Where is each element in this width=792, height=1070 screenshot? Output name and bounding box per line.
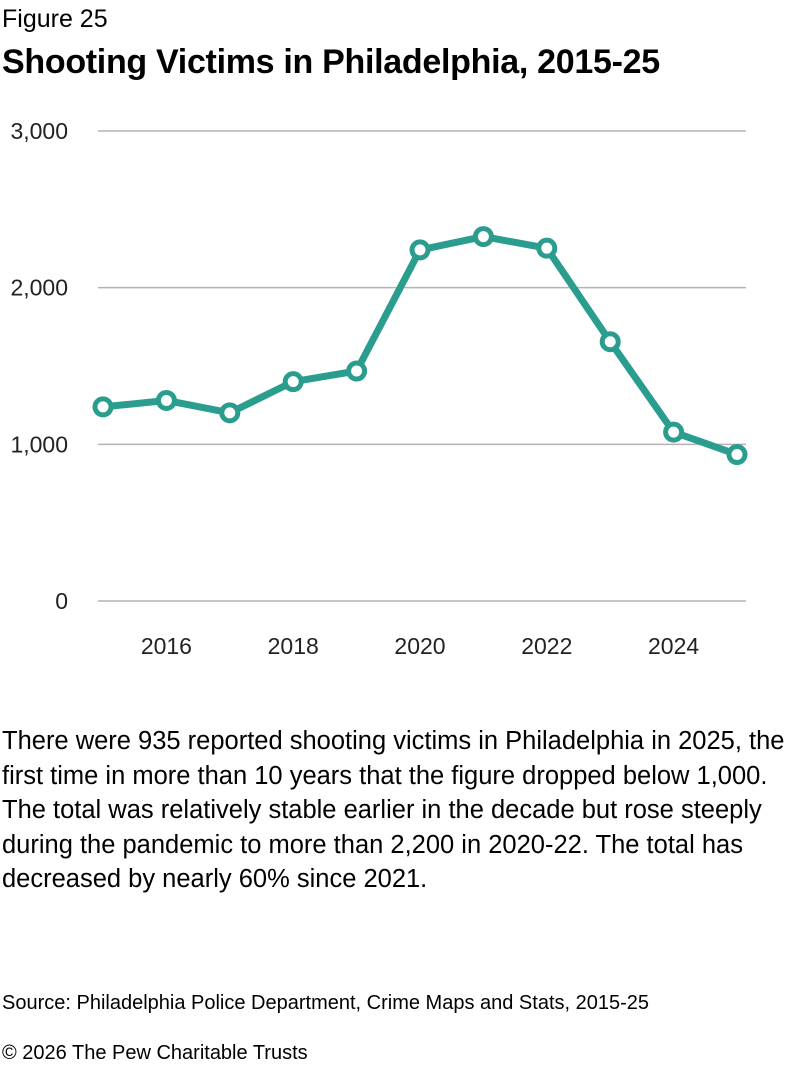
x-tick-label-2022: 2022 bbox=[521, 633, 572, 659]
data-point-2024 bbox=[663, 421, 685, 443]
figure-label: Figure 25 bbox=[2, 5, 108, 33]
x-tick-label-2024: 2024 bbox=[648, 633, 699, 659]
data-point-2023 bbox=[599, 331, 621, 353]
data-point-2025 bbox=[726, 444, 748, 466]
x-tick-label-2020: 2020 bbox=[394, 633, 445, 659]
copyright-notice: © 2026 The Pew Charitable Trusts bbox=[2, 1042, 308, 1064]
series-line-layer bbox=[99, 233, 741, 459]
series-line-0 bbox=[99, 233, 741, 459]
data-point-2016 bbox=[155, 389, 177, 411]
data-point-2017 bbox=[219, 402, 241, 424]
data-point-2018 bbox=[282, 371, 304, 393]
y-tick-label-1000: 1,000 bbox=[10, 431, 68, 457]
x-tick-label-2016: 2016 bbox=[141, 633, 192, 659]
y-tick-label-0: 0 bbox=[55, 588, 68, 614]
data-point-markers bbox=[92, 226, 748, 466]
data-point-2020 bbox=[409, 239, 431, 261]
line-chart: 0 1,000 2,000 3,000 2016 2018 2020 2022 2024 bbox=[10, 118, 748, 659]
chart-title: Shooting Victims in Philadelphia, 2015-2… bbox=[2, 43, 660, 81]
chart-description: There were 935 reported shooting victims… bbox=[2, 727, 785, 893]
data-point-2015 bbox=[92, 396, 114, 418]
y-axis-tick-labels: 0 1,000 2,000 3,000 bbox=[10, 118, 68, 614]
source-note: Source: Philadelphia Police Department, … bbox=[2, 992, 650, 1014]
x-axis-tick-labels: 2016 2018 2020 2022 2024 bbox=[141, 633, 700, 659]
data-point-2022 bbox=[536, 237, 558, 259]
x-tick-label-2018: 2018 bbox=[268, 633, 319, 659]
y-tick-label-3000: 3,000 bbox=[10, 118, 68, 144]
data-point-2021 bbox=[472, 226, 494, 248]
data-point-2019 bbox=[346, 360, 368, 382]
y-tick-label-2000: 2,000 bbox=[10, 275, 68, 301]
gridlines bbox=[98, 130, 746, 602]
